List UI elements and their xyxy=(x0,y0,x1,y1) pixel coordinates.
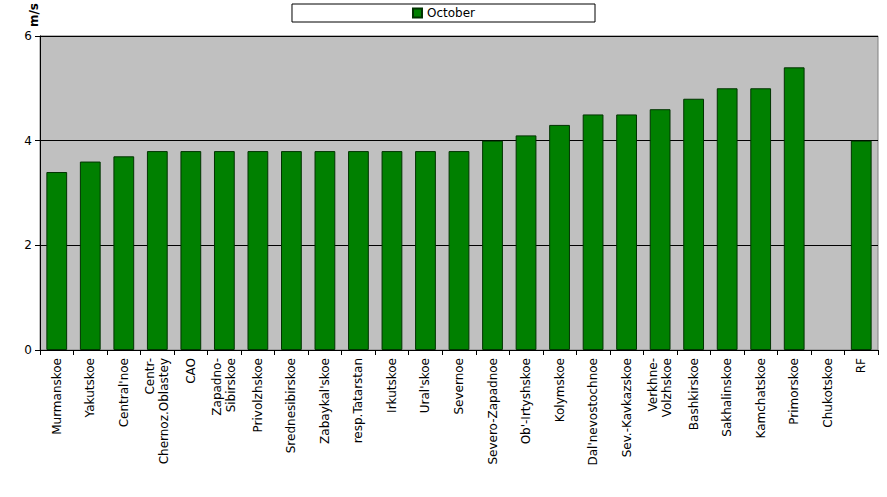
svg-text:Ural'skoe: Ural'skoe xyxy=(418,358,432,413)
svg-text:CAO: CAO xyxy=(184,358,198,384)
svg-text:m/s: m/s xyxy=(27,3,41,27)
svg-text:Chernoz.Oblastey: Chernoz.Oblastey xyxy=(157,358,171,464)
svg-text:Dal'nevostochnoe: Dal'nevostochnoe xyxy=(586,358,600,466)
svg-text:Centr-: Centr- xyxy=(143,358,157,395)
svg-text:Murmanskoe: Murmanskoe xyxy=(50,358,64,435)
svg-text:6: 6 xyxy=(24,29,32,43)
svg-text:Sev.-Kavkazskoe: Sev.-Kavkazskoe xyxy=(620,358,634,457)
svg-text:Ob'-Irtyshskoe: Ob'-Irtyshskoe xyxy=(519,358,533,444)
svg-text:4: 4 xyxy=(24,134,32,148)
svg-text:Sibirskoe: Sibirskoe xyxy=(224,358,238,412)
svg-text:2: 2 xyxy=(24,238,32,252)
svg-text:0: 0 xyxy=(24,343,32,357)
svg-text:Bashkirskoe: Bashkirskoe xyxy=(687,358,701,430)
svg-text:Primorskoe: Primorskoe xyxy=(787,358,801,425)
svg-text:Kamchatskoe: Kamchatskoe xyxy=(754,358,768,438)
svg-text:Kolymskoe: Kolymskoe xyxy=(553,358,567,422)
svg-text:Severnoe: Severnoe xyxy=(452,358,466,415)
svg-text:Volzhskoe: Volzhskoe xyxy=(660,358,674,417)
svg-text:Chukotskoe: Chukotskoe xyxy=(821,358,835,428)
svg-text:Privolzhskoe: Privolzhskoe xyxy=(251,358,265,432)
svg-text:October: October xyxy=(427,6,475,20)
svg-text:Srednesibirskoe: Srednesibirskoe xyxy=(284,358,298,453)
svg-text:Central'noe: Central'noe xyxy=(117,358,131,427)
svg-text:Zabaykal'skoe: Zabaykal'skoe xyxy=(318,358,332,444)
svg-text:Sakhalinskoe: Sakhalinskoe xyxy=(720,358,734,437)
svg-text:Irkutskoe: Irkutskoe xyxy=(385,358,399,413)
svg-text:Severo-Zapadnoe: Severo-Zapadnoe xyxy=(486,358,500,465)
svg-text:Zapadno-: Zapadno- xyxy=(210,358,224,416)
svg-text:RF: RF xyxy=(854,358,868,373)
svg-text:resp.Tatarstan: resp.Tatarstan xyxy=(351,358,365,443)
svg-text:Yakutskoe: Yakutskoe xyxy=(83,358,97,418)
svg-text:Verkhne-: Verkhne- xyxy=(646,358,660,411)
